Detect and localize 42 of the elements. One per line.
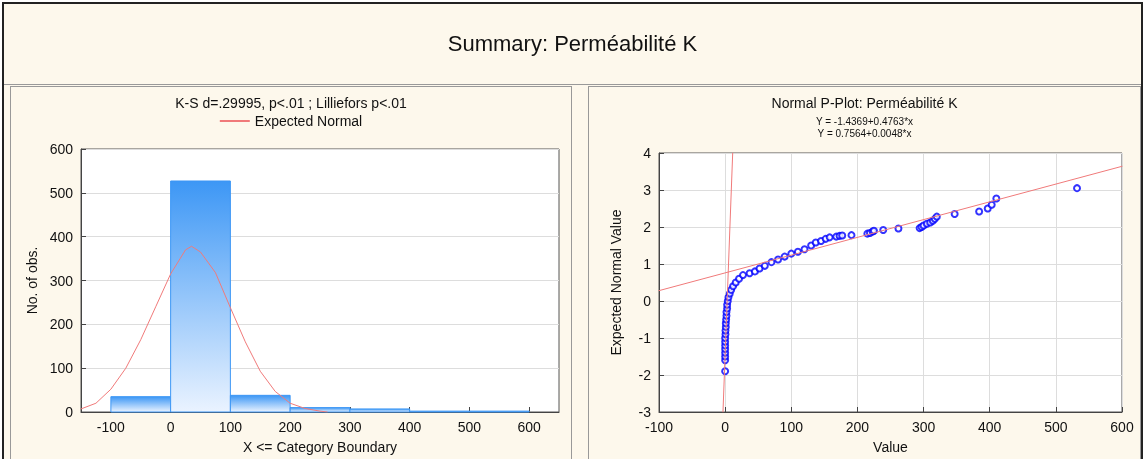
x-tick-label: 500 <box>457 419 482 435</box>
chart-title: Normal P-Plot: Perméabilité K <box>771 95 959 111</box>
chart-title: Summary: Perméabilité K <box>4 4 1141 85</box>
x-tick-label: -100 <box>96 419 126 435</box>
y-axis-title: Expected Normal Value <box>608 209 624 356</box>
text: Y = -1.4369+0.4763*x <box>815 115 914 127</box>
y-tick-label: 600 <box>49 141 74 157</box>
x-tick-label: 300 <box>911 419 936 435</box>
x-tick-label: 0 <box>166 419 175 435</box>
y-tick-label: 3 <box>643 182 652 198</box>
x-tick-label: 200 <box>845 419 870 435</box>
y-tick-label: 200 <box>49 316 74 333</box>
x-tick-label: 400 <box>978 419 1002 435</box>
y-tick-label: 0 <box>65 404 74 420</box>
y-tick-label: 4 <box>643 145 652 161</box>
y-tick-label: 100 <box>49 360 74 377</box>
x-tick-label: 100 <box>218 419 243 435</box>
x-axis-title: Value <box>873 439 909 455</box>
x-axis-title: X <= Category Boundary <box>242 439 398 455</box>
y-tick-label: 300 <box>49 272 74 289</box>
y-tick-label: -1 <box>638 330 652 346</box>
y-tick-label: 500 <box>49 184 74 201</box>
legend-label: Expected Normal <box>254 113 363 129</box>
x-tick-label: 600 <box>1110 419 1134 435</box>
line-series <box>80 245 328 413</box>
chart-subtitle: K-S d=.29995, p<.01 ; Lilliefors p<.01 <box>175 95 407 111</box>
y-tick-label: 0 <box>643 293 652 309</box>
x-tick-label: 400 <box>397 419 422 435</box>
y-tick-label: 1 <box>643 256 652 272</box>
y-tick-label: -2 <box>638 367 652 383</box>
text: Y = 0.7564+0.0048*x <box>817 127 912 139</box>
x-tick-label: 300 <box>338 419 362 435</box>
x-tick-label: 100 <box>779 419 804 435</box>
y-tick-label: 2 <box>643 219 652 235</box>
y-tick-label: -3 <box>638 404 652 420</box>
y-axis-title: No. of obs. <box>23 246 40 315</box>
x-tick-label: -100 <box>644 419 674 435</box>
x-tick-label: 0 <box>721 419 730 435</box>
x-tick-label: 500 <box>1044 419 1068 435</box>
x-tick-label: 200 <box>278 419 303 435</box>
y-tick-label: 400 <box>49 228 74 245</box>
x-tick-label: 600 <box>517 419 542 435</box>
